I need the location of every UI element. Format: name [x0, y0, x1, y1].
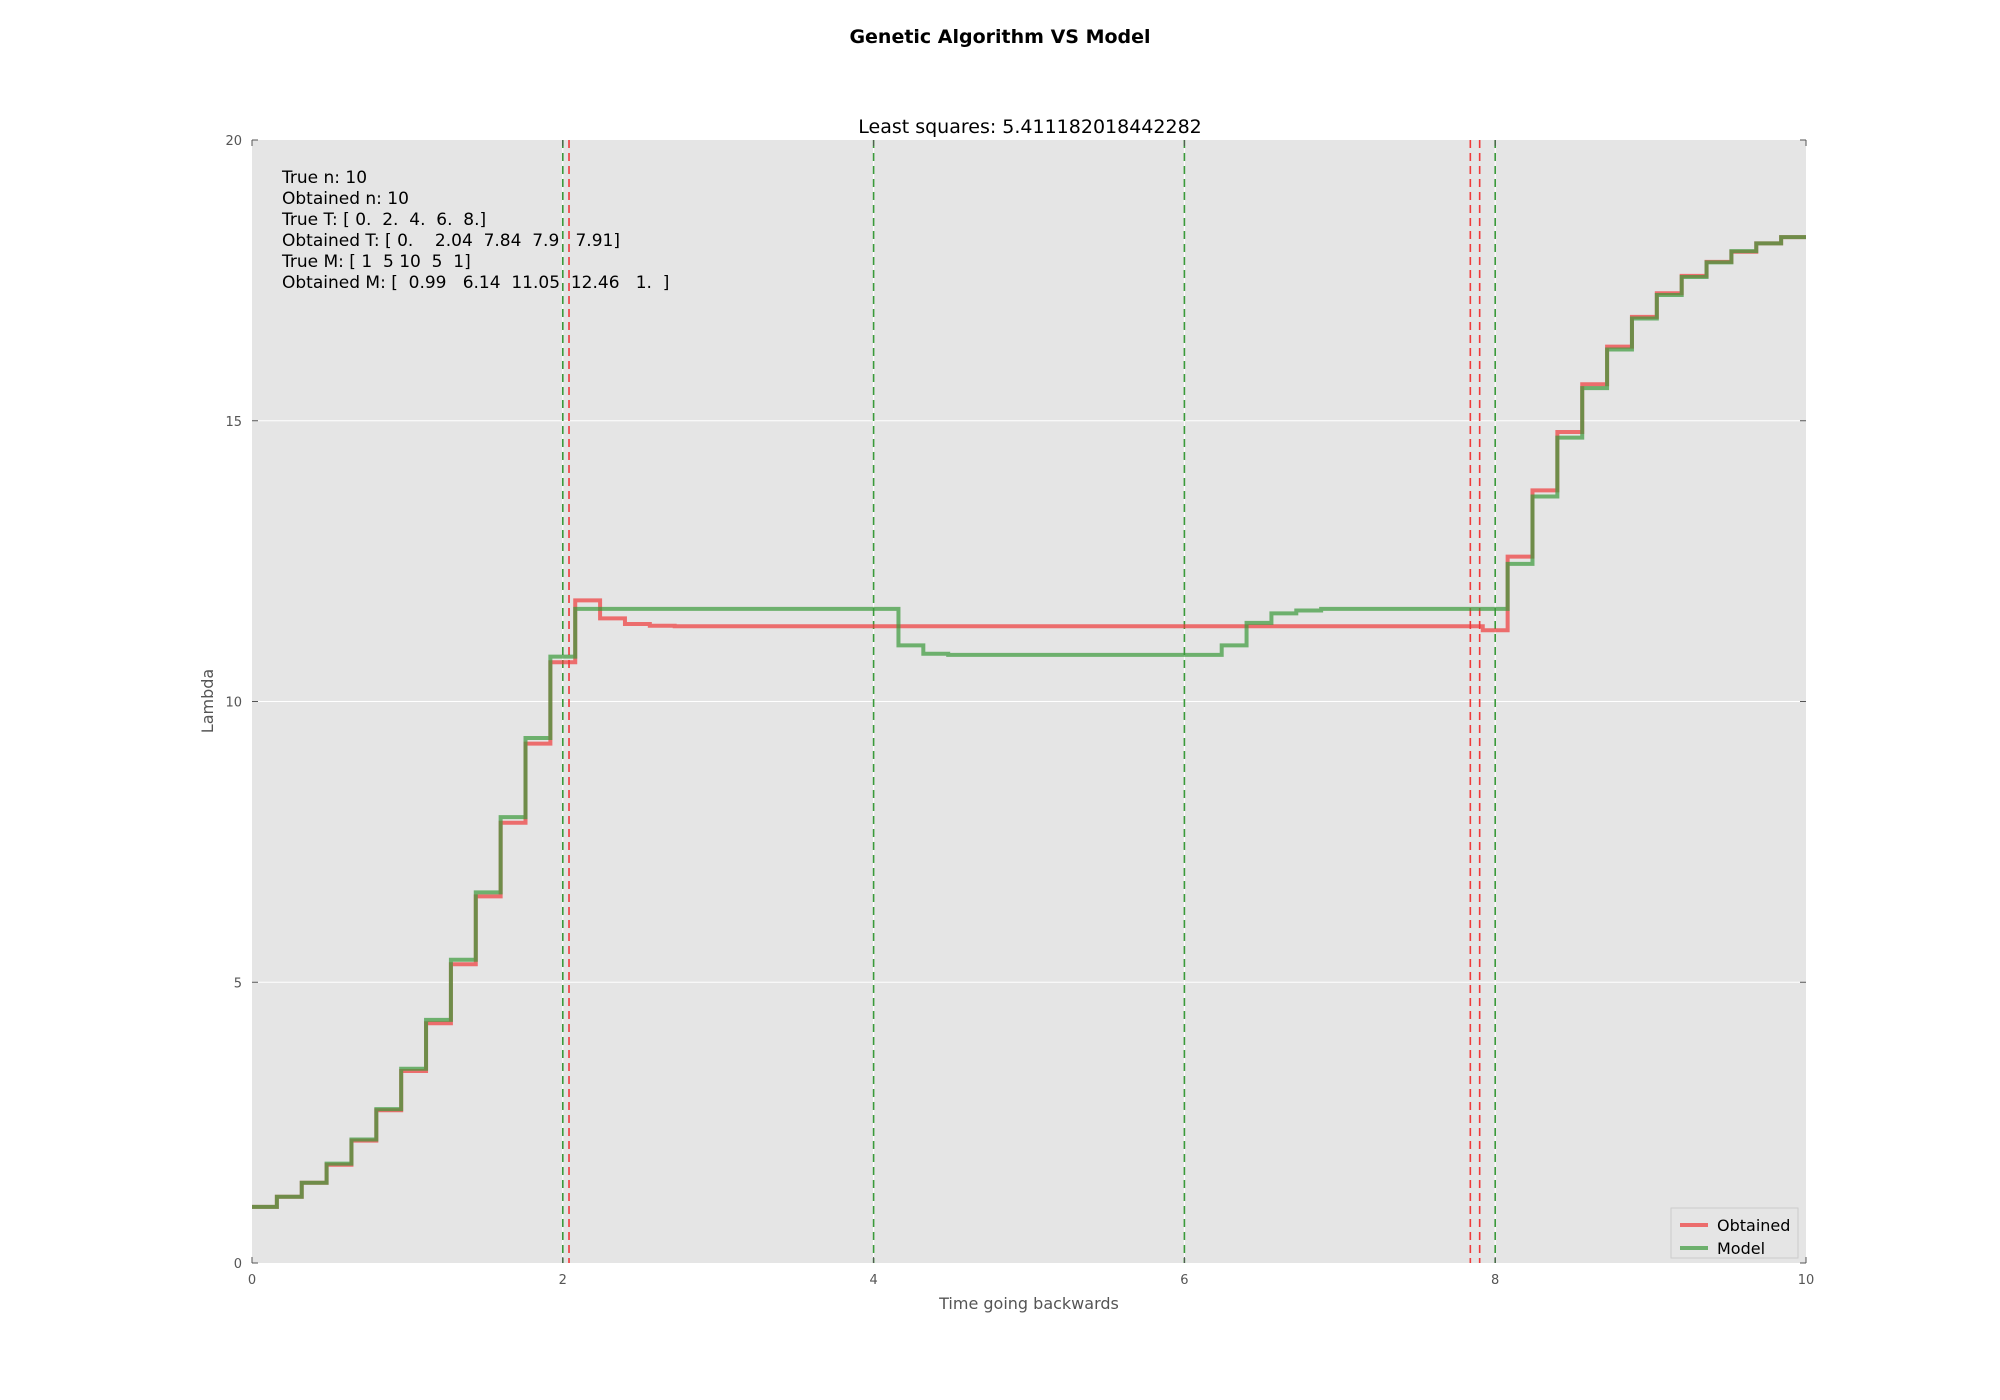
y-tick-label: 15 [225, 415, 242, 430]
y-tick-label: 10 [225, 696, 242, 711]
annotation-line: Obtained T: [ 0. 2.04 7.84 7.9 7.91] [282, 231, 620, 251]
x-axis-label: Time going backwards [938, 1294, 1119, 1313]
x-tick-label: 0 [248, 1273, 256, 1288]
y-tick-label: 20 [225, 134, 242, 149]
x-tick-label: 4 [869, 1273, 877, 1288]
series-lines [252, 235, 1806, 1209]
legend-label-obtained: Obtained [1717, 1216, 1790, 1235]
x-tick-label: 10 [1798, 1273, 1815, 1288]
series-line-model [252, 235, 1806, 1209]
axis-ticks: 0 5 10 15 20 0 2 4 6 8 10 [225, 134, 1814, 1288]
legend-label-model: Model [1717, 1239, 1765, 1258]
figure-suptitle: Genetic Algorithm VS Model [849, 26, 1150, 48]
x-tick-label: 8 [1491, 1273, 1499, 1288]
x-tick-label: 6 [1180, 1273, 1188, 1288]
y-axis-label: Lambda [198, 669, 217, 733]
annotation-line: Obtained n: 10 [282, 189, 409, 209]
x-tick-label: 2 [559, 1273, 567, 1288]
legend: Obtained Model [1670, 1207, 1799, 1259]
vertical-markers [561, 140, 1496, 1263]
y-tick-label: 5 [234, 976, 242, 991]
annotation-line: Obtained M: [ 0.99 6.14 11.05 12.46 1. ] [282, 273, 669, 293]
annotation-line: True n: 10 [281, 168, 367, 188]
axes-title: Least squares: 5.411182018442282 [858, 116, 1202, 138]
y-tick-label: 0 [234, 1257, 242, 1272]
annotation-line: True M: [ 1 5 10 5 1] [281, 252, 471, 272]
annotation-line: True T: [ 0. 2. 4. 6. 8.] [281, 210, 486, 230]
